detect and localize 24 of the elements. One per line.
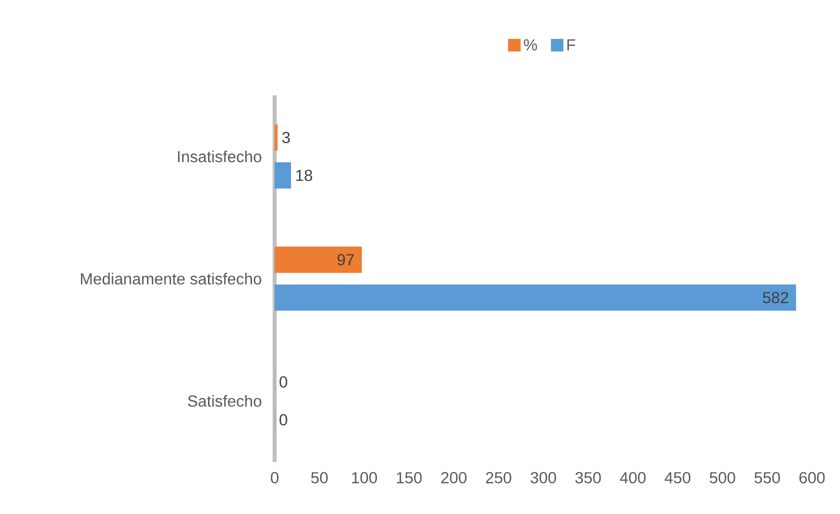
data-label: 18	[296, 170, 312, 182]
y-tick-label: Insatisfecho	[178, 150, 262, 162]
y-tick-label: Satisfecho	[188, 395, 262, 407]
legend-label: %	[524, 39, 537, 50]
x-tick-label: 450	[664, 472, 690, 484]
x-tick-label: 150	[396, 472, 422, 484]
x-tick-label: 0	[270, 472, 278, 484]
x-tick-label: 350	[575, 472, 601, 484]
x-tick-label: 200	[441, 472, 466, 484]
legend-label: F	[567, 39, 576, 50]
data-label: 0	[280, 376, 288, 388]
x-tick-label: 500	[710, 472, 736, 484]
x-tick-label: 300	[530, 472, 556, 484]
x-tick-label: 100	[352, 472, 377, 484]
x-tick-label: 50	[311, 472, 328, 484]
x-tick-label: 600	[799, 472, 825, 484]
y-tick-label: Medianamente satisfecho	[80, 272, 262, 285]
data-label: 582	[762, 292, 788, 304]
data-label: 3	[282, 132, 290, 144]
data-label: 0	[280, 414, 288, 426]
x-tick-label: 400	[620, 472, 646, 484]
data-label: 97	[338, 254, 354, 266]
x-tick-label: 550	[754, 472, 780, 484]
x-tick-label: 250	[486, 472, 512, 484]
